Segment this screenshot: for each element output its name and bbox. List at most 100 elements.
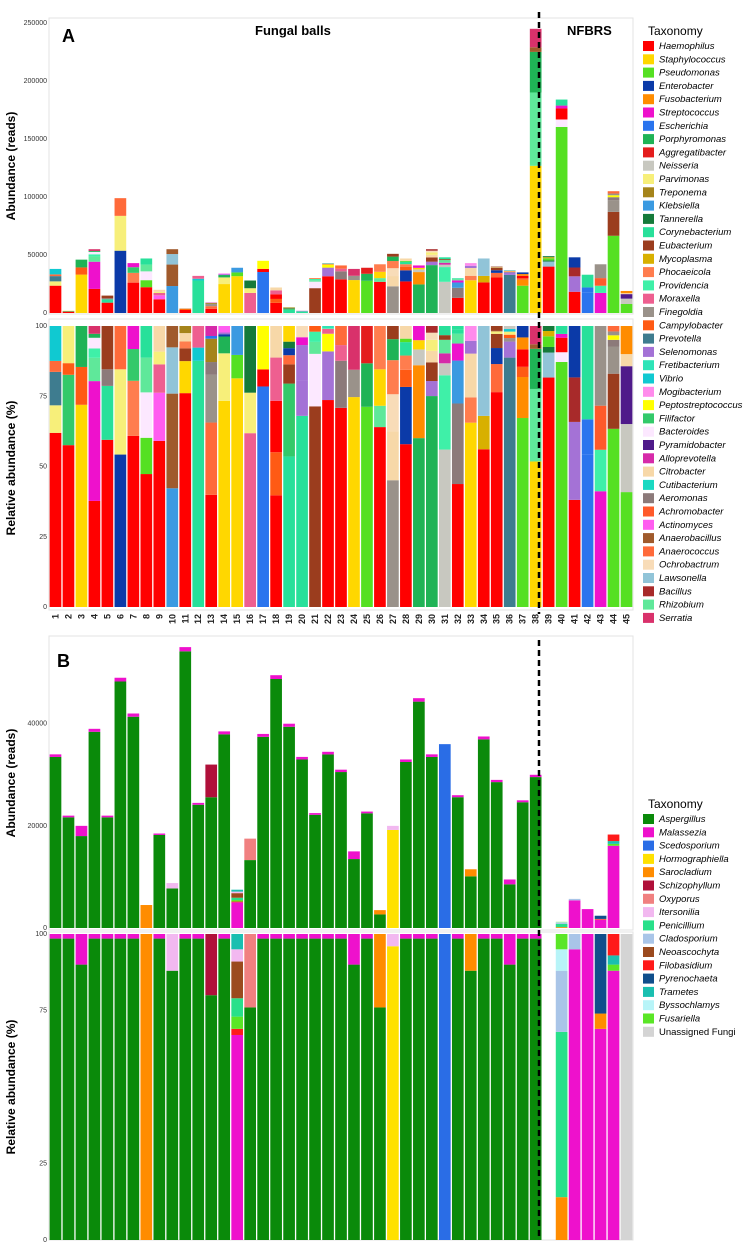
legend-swatch [643,506,654,517]
a-abund-bar-44-seg-1 [607,211,620,236]
a-rel-bar-37-seg-3 [516,349,529,367]
a-rel-bar-19-seg-5 [283,341,295,349]
b-abund-bar-5-seg-0 [101,817,114,928]
a-rel-bar-19-seg-1 [283,383,295,457]
legend-item-lawsonella: Lawsonella [659,573,707,584]
b-abund-bar-44-seg-2 [607,841,620,844]
legend-swatch [643,307,654,317]
b-rel-bar-41-seg-0 [568,949,581,1240]
a-rel-bar-32-seg-6 [451,326,464,330]
a-rel-bar-2-seg-0 [62,445,75,607]
a-abund-bar-45-seg-3 [620,293,633,295]
a-rel-bar-29-seg-2 [413,349,425,366]
a-rel-bar-27-seg-2 [387,394,399,432]
b-rel-bar-15-seg-4 [231,961,244,999]
a-abund-bar-43-seg-3 [594,264,607,279]
a-rel-bar-16-seg-0 [244,433,256,607]
a-abund-bar-41-seg-0 [568,291,581,313]
legend-swatch [643,41,654,51]
b-rel-bar-3-seg-1 [75,934,88,965]
a-top-ytick: 250000 [24,20,47,27]
a-xtick: 5 [102,614,112,619]
a-abund-bar-1-seg-4 [49,268,62,275]
b-rel-bar-34-seg-1 [477,934,490,939]
legend-swatch [643,346,654,357]
a-rel-bar-38-seg-2 [529,348,542,389]
legend-swatch [643,599,654,610]
a-rel-bar-17-seg-1 [257,369,269,387]
a-rel-bar-36-seg-0 [503,357,516,607]
a-rel-bar-39-seg-0 [542,377,555,607]
legend-item-fusariella: Fusariella [659,1014,700,1025]
a-rel-bar-45-seg-0 [620,492,633,607]
a-rel-bar-2-seg-2 [62,363,75,375]
a-abund-bar-4-seg-2 [88,256,101,262]
b-abund-bar-18-seg-1 [270,675,282,679]
a-abund-bar-30-seg-3 [426,254,438,258]
b-rel-bar-32-seg-1 [451,934,464,939]
legend-swatch [643,440,654,450]
a-abund-bar-32-seg-2 [451,282,464,288]
a-rel-bar-20-seg-4 [296,326,308,338]
legend-swatch [643,120,654,131]
a-rel-bar-11-seg-0 [179,393,192,607]
a-abund-bar-18-seg-4 [270,287,282,291]
b-abund-bar-41-seg-1 [568,898,581,901]
a-rel-bar-10-seg-2 [166,347,179,394]
legend-item-fretibacterium: Fretibacterium [659,360,720,371]
a-abund-bar-29-seg-4 [413,265,425,268]
legend-item-bacillus: Bacillus [659,586,692,597]
a-abund-bar-42-seg-0 [581,292,594,313]
b-rel-bar-33-seg-0 [464,970,477,1240]
a-bot-ytick: 100 [35,323,47,330]
a-abund-bar-25-seg-0 [361,280,373,313]
b-rel-bar-13-seg-0 [205,995,218,1240]
a-abund-bar-31-seg-3 [438,262,451,265]
a-abund-bar-8-seg-0 [140,287,153,313]
a-abund-bar-12-seg-0 [192,280,205,313]
a-xtick: 17 [258,614,268,624]
a-rel-bar-13-seg-3 [205,362,218,375]
b-abund-bar-15-seg-3 [231,897,244,901]
a-abund-bar-28-seg-3 [400,264,412,267]
a-abund-bar-25-seg-1 [361,273,373,281]
b-abund-bar-21-seg-0 [309,814,321,928]
a-abund-bar-43-seg-1 [594,285,607,293]
a-rel-bar-18-seg-2 [270,400,282,453]
a-rel-bar-36-seg-6 [503,326,516,330]
legend-swatch [643,612,654,623]
a-rel-bar-36-seg-4 [503,331,516,335]
a-xtick: 29 [414,614,424,624]
b-rel-bar-11-seg-1 [179,934,192,939]
a-abund-bar-1-seg-1 [49,281,62,286]
b-abund-bar-12-seg-0 [192,804,205,928]
b-rel-bar-22-seg-1 [322,934,334,939]
b-rel-bar-17-seg-0 [257,938,269,1240]
legend-swatch [643,134,654,145]
legend-item-mogibacterium: Mogibacterium [659,387,721,398]
b-abund-bar-1-seg-0 [49,756,62,928]
b-rel-bar-3-seg-0 [75,964,88,1240]
a-abund-bar-35-seg-0 [490,277,503,313]
legend-item-peptostreptococcus: Peptostreptococcus [659,400,743,411]
b-abund-bar-15-seg-4 [231,893,244,898]
a-rel-bar-13-seg-5 [205,335,218,339]
a-rel-bar-28-seg-1 [400,386,412,445]
a-abund-bar-12-seg-1 [192,278,205,281]
a-rel-bar-13-seg-6 [205,326,218,336]
a-rel-bar-4-seg-3 [88,348,101,358]
a-abund-bar-40-seg-2 [555,108,568,120]
b-abund-bar-21-seg-1 [309,813,321,815]
a-abund-bar-14-seg-0 [218,284,231,313]
a-abund-bar-23-seg-1 [335,271,347,280]
a-abund-bar-25-seg-2 [361,267,373,274]
a-rel-bar-32-seg-4 [451,333,464,344]
a-xtick: 10 [167,614,177,624]
a-rel-bar-8-seg-1 [140,437,153,475]
legend-item-bacteroides: Bacteroides [659,427,709,438]
b-rel-bar-15-seg-3 [231,998,244,1017]
b-abund-bar-33-seg-1 [464,869,477,877]
a-rel-bar-37-seg-2 [516,366,529,378]
b-abund-bar-22-seg-0 [322,754,334,928]
a-abund-bar-39-seg-3 [542,258,555,261]
